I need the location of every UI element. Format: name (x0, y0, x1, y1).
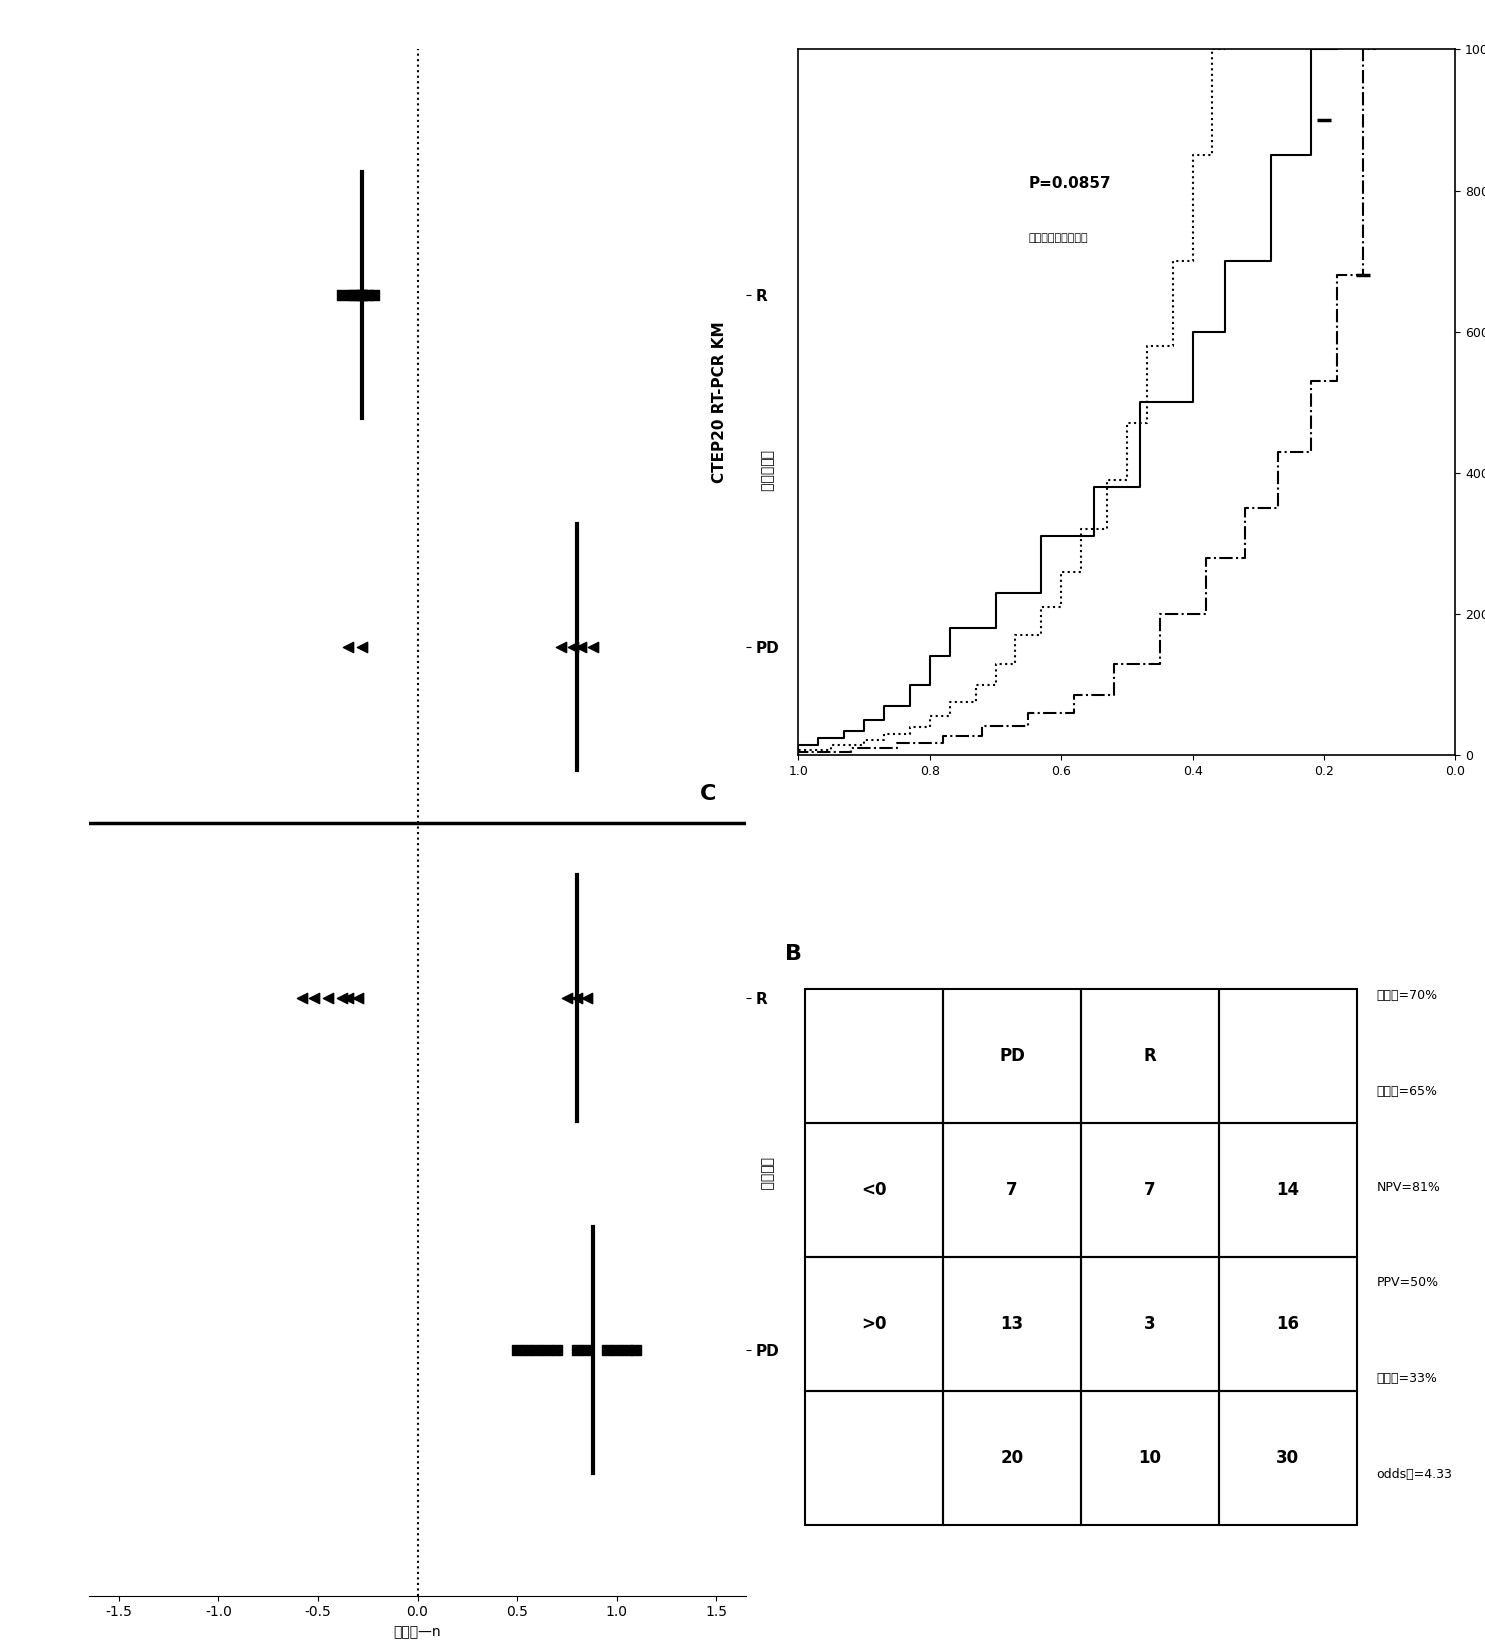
Text: CTEP20 RT-PCR KM: CTEP20 RT-PCR KM (713, 321, 728, 484)
Text: 30: 30 (1276, 1449, 1299, 1467)
Point (330, 985, 353, 1012)
Text: 14: 14 (1276, 1181, 1299, 1199)
Point (350, 283, 374, 309)
Point (561, 633, 585, 660)
Text: 20: 20 (1001, 1449, 1023, 1467)
Text: B: B (786, 944, 802, 964)
Point (526, 1336, 549, 1362)
Point (581, 633, 604, 660)
Point (594, 1336, 618, 1362)
Point (362, 283, 386, 309)
Bar (1081, 1124, 1219, 1257)
Text: 独立样品: 独立样品 (759, 1156, 772, 1191)
Point (342, 283, 365, 309)
Text: >0: >0 (861, 1316, 887, 1332)
Bar (943, 1124, 1081, 1257)
Text: 错误率=33%: 错误率=33% (1377, 1372, 1437, 1385)
Bar (1219, 1257, 1357, 1392)
Bar (805, 1392, 943, 1525)
Point (290, 985, 313, 1012)
Bar (1219, 1392, 1357, 1525)
Text: NPV=81%: NPV=81% (1377, 1181, 1440, 1194)
Point (515, 1336, 539, 1362)
Point (350, 283, 374, 309)
Text: 特异性=65%: 特异性=65% (1377, 1084, 1437, 1097)
Bar (1081, 989, 1219, 1124)
Point (346, 985, 370, 1012)
Bar (1081, 1257, 1219, 1392)
Text: PD: PD (999, 1046, 1025, 1064)
Point (350, 633, 374, 660)
Bar (1219, 989, 1357, 1124)
Point (340, 283, 364, 309)
Bar (1081, 1392, 1219, 1525)
Point (604, 1336, 628, 1362)
Text: P=0.0857: P=0.0857 (1028, 176, 1111, 191)
Text: 7: 7 (1007, 1181, 1017, 1199)
Point (505, 1336, 529, 1362)
Point (615, 1336, 639, 1362)
Point (301, 985, 325, 1012)
Point (625, 1336, 649, 1362)
Text: 3: 3 (1143, 1316, 1155, 1332)
Text: <0: <0 (861, 1181, 887, 1199)
Point (569, 633, 593, 660)
Text: PPV=50%: PPV=50% (1377, 1277, 1439, 1290)
Bar (805, 1257, 943, 1392)
Text: 16: 16 (1276, 1316, 1299, 1332)
Bar (805, 989, 943, 1124)
Point (549, 633, 573, 660)
X-axis label: 浓度比—n: 浓度比—n (394, 1625, 441, 1638)
Text: 13: 13 (1001, 1316, 1023, 1332)
Point (316, 985, 340, 1012)
Bar (805, 1124, 943, 1257)
Text: C: C (699, 783, 716, 803)
Text: R: R (1143, 1046, 1157, 1064)
Bar (1219, 1124, 1357, 1257)
Point (330, 283, 353, 309)
Text: 准确性=70%: 准确性=70% (1377, 989, 1437, 1002)
Text: 7: 7 (1143, 1181, 1155, 1199)
Point (336, 633, 359, 660)
Point (564, 985, 588, 1012)
Point (575, 985, 598, 1012)
Bar (943, 1257, 1081, 1392)
Bar (943, 1392, 1081, 1525)
Text: 微阵列样品: 微阵列样品 (759, 451, 772, 492)
Point (356, 283, 380, 309)
Point (545, 1336, 569, 1362)
Bar (943, 989, 1081, 1124)
Text: 中位生存期对比分析: 中位生存期对比分析 (1028, 234, 1089, 243)
Point (555, 985, 579, 1012)
Point (564, 1336, 588, 1362)
Point (575, 1336, 598, 1362)
Point (535, 1336, 558, 1362)
Text: 10: 10 (1139, 1449, 1161, 1467)
Text: odds比=4.33: odds比=4.33 (1377, 1467, 1452, 1480)
Point (336, 985, 359, 1012)
